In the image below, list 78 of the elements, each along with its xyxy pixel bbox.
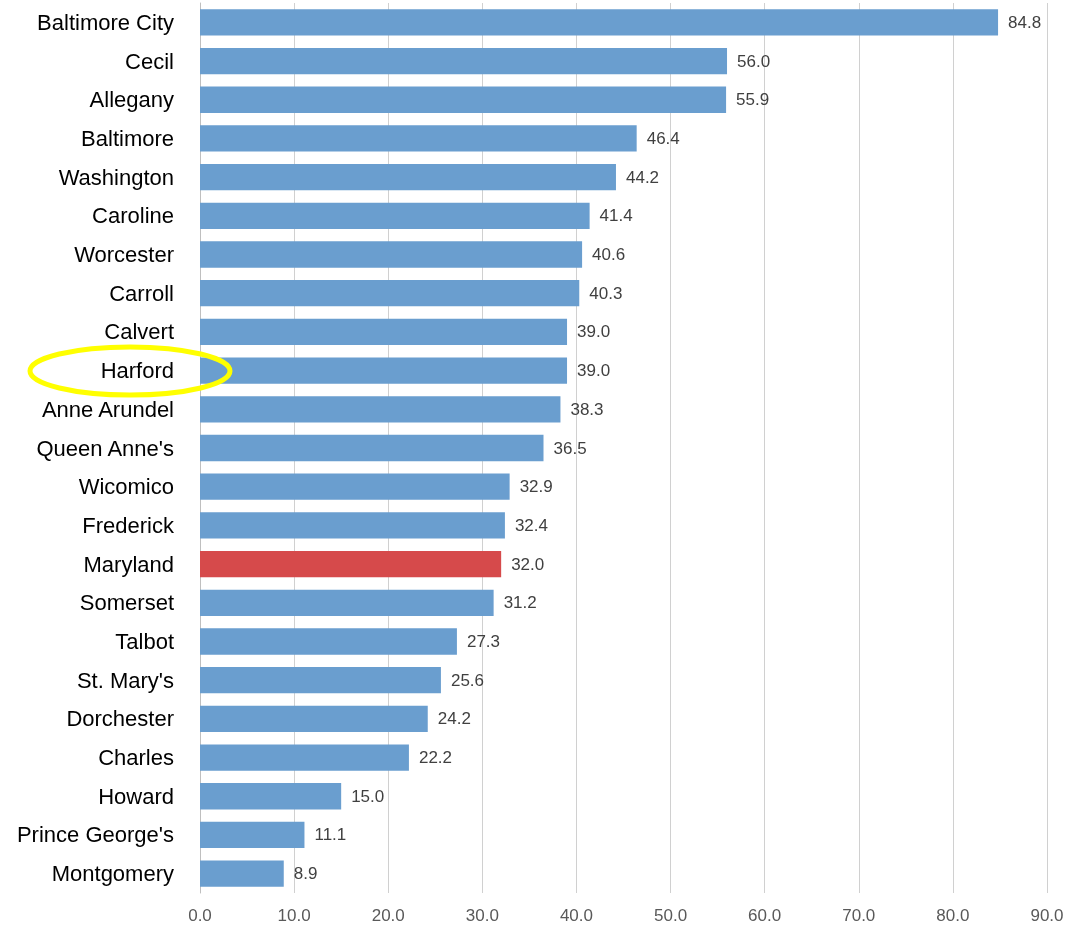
bar	[200, 821, 305, 849]
bar	[200, 473, 510, 500]
x-tick-label: 80.0	[936, 906, 970, 925]
y-tick-label: Prince George's	[16, 822, 174, 848]
y-tick-label: Dorchester	[66, 706, 174, 732]
bar	[200, 9, 999, 36]
data-label: 40.3	[589, 283, 623, 303]
x-tick-label: 30.0	[465, 906, 499, 925]
bar	[200, 396, 561, 423]
bar	[200, 47, 728, 75]
bar	[200, 860, 284, 887]
y-tick-label: Washington	[58, 164, 174, 190]
y-tick-label: Harford	[100, 358, 174, 384]
y-tick-label: Queen Anne's	[36, 435, 174, 461]
y-tick-label: Wicomico	[78, 474, 174, 500]
data-label: 39.0	[577, 322, 611, 342]
x-tick-label: 70.0	[842, 906, 876, 925]
x-tick-label: 40.0	[559, 906, 593, 925]
bar	[200, 434, 544, 462]
bar	[200, 241, 583, 268]
y-tick-label: Caroline	[92, 203, 174, 229]
bar	[200, 783, 342, 810]
bar	[200, 86, 727, 113]
data-label: 84.8	[1008, 12, 1042, 32]
y-tick-label: Calvert	[104, 319, 174, 345]
bar	[200, 125, 637, 152]
bar	[200, 163, 616, 191]
x-tick-label: 20.0	[371, 906, 405, 925]
data-label: 24.2	[437, 709, 471, 729]
x-tick-label: 10.0	[277, 906, 311, 925]
data-label: 8.9	[293, 864, 318, 884]
data-label: 40.6	[592, 245, 626, 265]
data-label: 55.9	[736, 90, 770, 110]
y-tick-label: Frederick	[82, 512, 175, 538]
bar	[200, 589, 494, 616]
data-label: 32.4	[514, 515, 549, 535]
x-tick-label: 60.0	[748, 906, 782, 925]
y-tick-label: Maryland	[83, 551, 174, 577]
data-label: 32.9	[519, 477, 553, 497]
bar	[200, 744, 409, 771]
y-tick-label: St. Mary's	[76, 667, 174, 693]
data-label: 56.0	[737, 51, 771, 71]
y-tick-label: Baltimore	[81, 125, 174, 151]
data-label: 39.0	[577, 361, 611, 381]
data-label: 46.4	[646, 128, 680, 148]
bar	[200, 667, 441, 694]
bar	[200, 705, 428, 733]
data-label: 22.2	[418, 748, 453, 768]
data-label: 31.2	[503, 593, 537, 613]
data-label: 36.5	[553, 438, 587, 458]
bar	[200, 318, 568, 346]
y-tick-label: Cecil	[125, 48, 174, 74]
data-label: 38.3	[570, 399, 604, 419]
y-tick-label: Carroll	[109, 280, 174, 306]
y-tick-label: Allegany	[89, 87, 174, 113]
bar	[200, 202, 590, 229]
y-tick-label: Somerset	[79, 590, 174, 616]
data-label: 15.0	[351, 786, 385, 806]
y-tick-label: Talbot	[115, 628, 174, 654]
bar	[200, 280, 580, 307]
y-tick-label: Anne Arundel	[41, 396, 174, 422]
data-label: 32.0	[511, 554, 545, 574]
bar	[200, 628, 457, 655]
data-label: 41.4	[599, 206, 633, 226]
bar	[200, 512, 505, 539]
y-tick-label: Charles	[98, 745, 174, 771]
bar	[200, 550, 502, 578]
y-tick-label: Worcester	[74, 242, 174, 268]
y-tick-label: Baltimore City	[37, 9, 174, 35]
data-label: 11.1	[314, 825, 347, 845]
y-tick-label: Montgomery	[51, 861, 174, 887]
x-tick-label: 50.0	[654, 906, 688, 925]
y-tick-label: Howard	[98, 783, 174, 809]
x-tick-label: 90.0	[1030, 906, 1064, 925]
data-label: 44.2	[625, 167, 660, 187]
x-tick-label: 0.0	[188, 906, 212, 925]
data-label: 25.6	[450, 670, 485, 690]
data-label: 27.3	[466, 631, 501, 651]
